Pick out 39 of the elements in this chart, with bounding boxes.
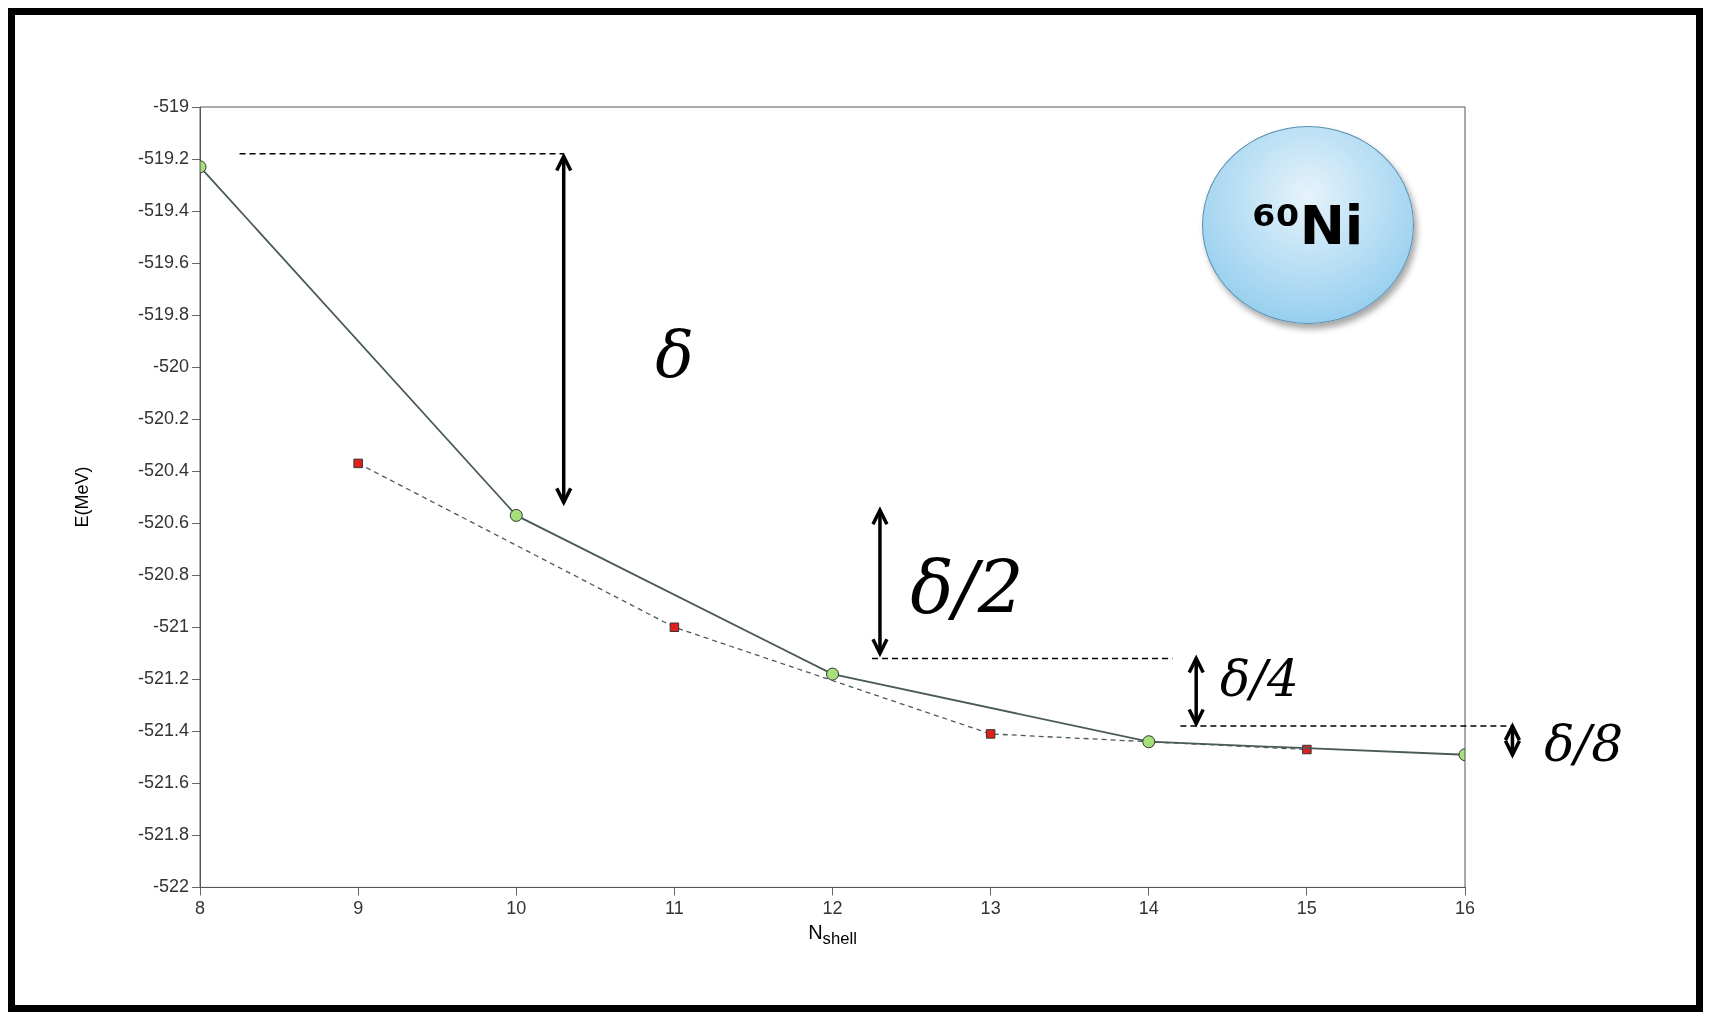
point: [985, 729, 996, 739]
y-tick-label: -522: [153, 876, 190, 897]
point: [826, 667, 840, 681]
y-tick-label: -519.6: [137, 252, 190, 273]
x-tick-label: 9: [353, 898, 364, 919]
y-tick-label: -521.6: [137, 772, 190, 793]
y-tick-label: -520.6: [137, 512, 190, 533]
y-tick-label: -519: [153, 95, 190, 116]
x-tick-label: 12: [822, 898, 843, 919]
y-axis-title: E(MeV): [71, 466, 93, 528]
x-axis-title: N$_{shell}$: [808, 921, 857, 950]
x-tick-label: 8: [195, 898, 206, 919]
x-tick-label: 16: [1454, 898, 1476, 919]
x-tick-label: 14: [1138, 898, 1159, 919]
point: [509, 508, 523, 522]
x-tick-label: 11: [665, 898, 684, 919]
point: [353, 458, 363, 469]
y-tick-label: -521: [153, 616, 190, 637]
x-tick-label: 10: [506, 898, 527, 919]
y-tick-label: -520.2: [137, 408, 190, 429]
annotation: δ: [655, 317, 694, 392]
y-tick-label: -520.8: [137, 564, 190, 585]
y-tick-label: -519.4: [137, 200, 190, 221]
y-tick-label: -519.8: [137, 304, 190, 325]
text: δ/8: [1544, 715, 1623, 774]
ellipse-badge: ⁶⁰Ni: [1201, 126, 1414, 325]
y-tick-label: -521.8: [137, 824, 190, 845]
point: [1142, 735, 1156, 749]
y-tick-label: -519.2: [137, 148, 190, 168]
y-tick-label: -520.4: [137, 460, 190, 481]
y-tick-label: -521.2: [137, 668, 190, 689]
y-tick-label: -521.4: [137, 720, 190, 741]
x-tick-label: 13: [980, 898, 1001, 919]
annotation: ⁶⁰Ni: [1252, 193, 1364, 257]
annotation: δ/4: [1220, 650, 1299, 709]
y-tick-label: -520: [153, 356, 190, 377]
point: [669, 622, 680, 633]
x-tick-label: 15: [1296, 898, 1317, 919]
annotation: δ/2: [910, 546, 1024, 631]
